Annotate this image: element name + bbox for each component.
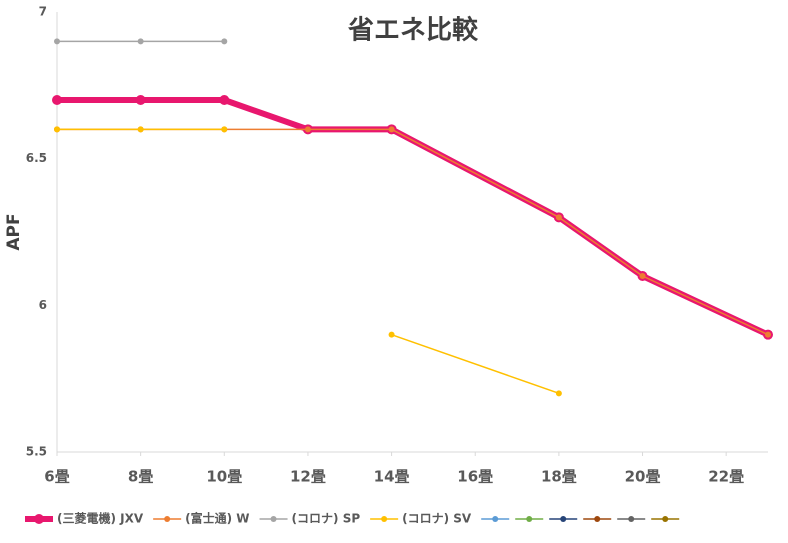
point — [388, 331, 395, 338]
point — [555, 214, 562, 221]
point — [52, 95, 62, 105]
x-tick-label: 18畳 — [541, 468, 577, 486]
point — [219, 95, 230, 105]
y-axis-label: APF — [4, 213, 24, 250]
point — [388, 126, 395, 133]
legend-marker — [381, 516, 388, 522]
point — [555, 390, 562, 397]
series-line — [57, 97, 770, 338]
x-tick-label: 20畳 — [625, 468, 661, 486]
legend-marker — [594, 516, 601, 522]
y-tick-label: 5.5 — [26, 445, 47, 459]
legend-marker — [628, 516, 635, 522]
x-tick-label: 8畳 — [128, 468, 153, 486]
legend-marker — [662, 516, 669, 522]
y-tick-label: 6 — [39, 298, 47, 312]
y-tick-label: 6.5 — [26, 151, 47, 165]
point — [137, 126, 144, 133]
point — [137, 38, 144, 45]
x-tick-label: 6畳 — [44, 468, 69, 486]
x-tick-label: 10畳 — [206, 468, 242, 486]
legend-label: (富士通) W — [185, 511, 249, 526]
x-tick-label: 22畳 — [708, 468, 744, 486]
chart-title: 省エネ比較 — [347, 15, 479, 46]
legend-label: (コロナ) SV — [402, 512, 472, 526]
point — [221, 126, 228, 133]
y-tick-label: 7 — [39, 5, 47, 19]
series-line — [391, 333, 560, 395]
x-tick-label: 14畳 — [374, 468, 410, 486]
point — [54, 38, 60, 45]
series-line — [57, 128, 769, 336]
point — [135, 95, 146, 105]
x-tick-label: 12畳 — [290, 468, 326, 486]
legend-marker — [492, 516, 499, 522]
legend-marker — [164, 516, 171, 522]
legend-marker — [526, 516, 533, 522]
legend-label: (三菱電機) JXV — [57, 511, 144, 526]
point — [54, 126, 60, 133]
point — [639, 273, 646, 279]
x-tick-label: 16畳 — [457, 468, 493, 486]
point — [221, 38, 228, 45]
legend-label: (コロナ) SP — [292, 512, 361, 526]
point — [765, 331, 771, 338]
legend-marker — [270, 516, 277, 522]
point — [304, 126, 311, 133]
legend-marker — [34, 514, 44, 524]
legend-marker — [560, 516, 567, 522]
